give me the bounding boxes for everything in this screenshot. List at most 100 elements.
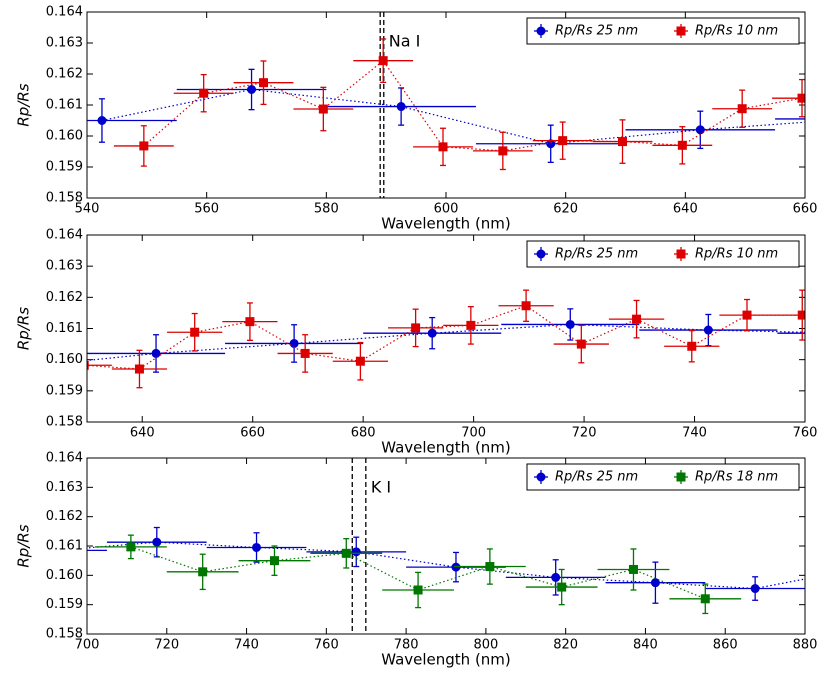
x-tick-label: 820 [553,638,578,653]
series-line [87,305,803,370]
marker [14,363,22,371]
plot-area [14,289,805,389]
marker [351,547,361,557]
marker [151,348,161,358]
y-tick-label: 0.163 [46,480,83,495]
marker [438,142,448,152]
y-tick-label: 0.160 [46,352,83,367]
legend: Rp/Rs 25 nm Rp/Rs 10 nm [526,240,800,268]
legend-box [526,17,800,45]
plot-area [87,12,805,198]
marker [750,584,760,594]
x-tick-label: 780 [394,638,419,653]
legend-label: Rp/Rs 25 nm [555,470,638,485]
x-tick-label: 640 [673,202,698,217]
marker [700,594,710,604]
marker [618,137,628,147]
marker [126,542,136,552]
x-tick-label: 540 [75,202,100,217]
marker [300,348,310,358]
marker [737,104,747,114]
marker [427,328,437,338]
y-axis-label: Rp/Rs [15,307,33,350]
y-tick-label: 0.164 [46,228,83,243]
y-tick-label: 0.159 [46,383,83,398]
y-tick-label: 0.162 [46,509,83,524]
legend-label: Rp/Rs 25 nm [555,24,638,39]
x-axis-label: Wavelength (nm) [381,651,511,669]
x-tick-label: 800 [473,638,498,653]
x-tick-label: 860 [713,638,738,653]
marker [247,85,257,94]
y-tick-label: 0.160 [46,129,83,144]
y-tick-label: 0.161 [46,98,83,113]
marker [676,26,686,36]
marker [536,472,546,482]
legend: Rp/Rs 25 nm Rp/Rs 10 nm [526,17,800,45]
y-axis-label: Rp/Rs [15,83,33,126]
legend-label: Rp/Rs 25 nm [555,247,638,262]
panel: 540 560 580 600 620 640 660 0.158 0.159 0.160 0.16… [15,5,818,233]
marker [199,88,209,98]
x-tick-label: 680 [351,426,376,441]
legend-box [526,463,800,491]
legend: Rp/Rs 25 nm Rp/Rs 18 nm [526,463,800,491]
series-line [143,59,803,152]
frame [86,457,806,635]
x-tick-label: 760 [314,638,339,653]
y-tick-label: 0.159 [46,160,83,175]
x-tick-label: 700 [461,426,486,441]
annotation: Na I [389,32,421,51]
marker [134,364,144,374]
marker [551,572,561,582]
legend-label: Rp/Rs 10 nm [695,24,778,39]
y-tick-label: 0.162 [46,67,83,82]
y-tick-label: 0.158 [46,627,83,642]
y-tick-label: 0.164 [46,5,83,20]
y-tick-label: 0.158 [46,415,83,430]
x-tick-label: 560 [194,202,219,217]
marker [411,323,421,333]
marker [485,562,495,572]
marker [677,140,687,150]
series-line [101,88,805,145]
y-tick-label: 0.160 [46,568,83,583]
x-tick-label: 600 [434,202,459,217]
marker [87,360,89,370]
panel: 700 720 740 760 780 800 820 840 860 880 0.158 0.159… [15,451,818,669]
marker [198,567,208,577]
x-tick-label: 660 [240,426,265,441]
x-axis-label: Wavelength (nm) [381,439,511,457]
legend-label: Rp/Rs 10 nm [695,247,778,262]
x-tick-label: 880 [793,638,818,653]
marker [396,102,406,112]
panel: 640 660 680 700 720 740 760 0.158 0.159 0.160 0.16… [14,228,818,457]
frame [86,234,806,423]
marker [245,317,255,327]
marker [536,26,546,36]
x-tick-label: 720 [572,426,597,441]
y-tick-label: 0.163 [46,36,83,51]
legend-box [526,240,800,268]
marker [152,537,162,547]
frame [86,11,806,199]
marker [628,564,638,574]
marker [498,146,508,156]
marker [466,320,476,330]
annotation: K I [371,478,391,497]
marker [190,327,200,337]
marker [797,93,805,103]
y-tick-label: 0.162 [46,290,83,305]
marker [289,338,299,348]
x-tick-label: 620 [553,202,578,217]
marker [413,585,423,595]
x-tick-label: 740 [682,426,707,441]
marker [742,310,752,320]
y-tick-label: 0.158 [46,191,83,206]
x-tick-label: 840 [633,638,658,653]
marker [676,472,686,482]
x-tick-label: 740 [234,638,259,653]
x-axis-label: Wavelength (nm) [381,215,511,233]
y-tick-label: 0.161 [46,539,83,554]
